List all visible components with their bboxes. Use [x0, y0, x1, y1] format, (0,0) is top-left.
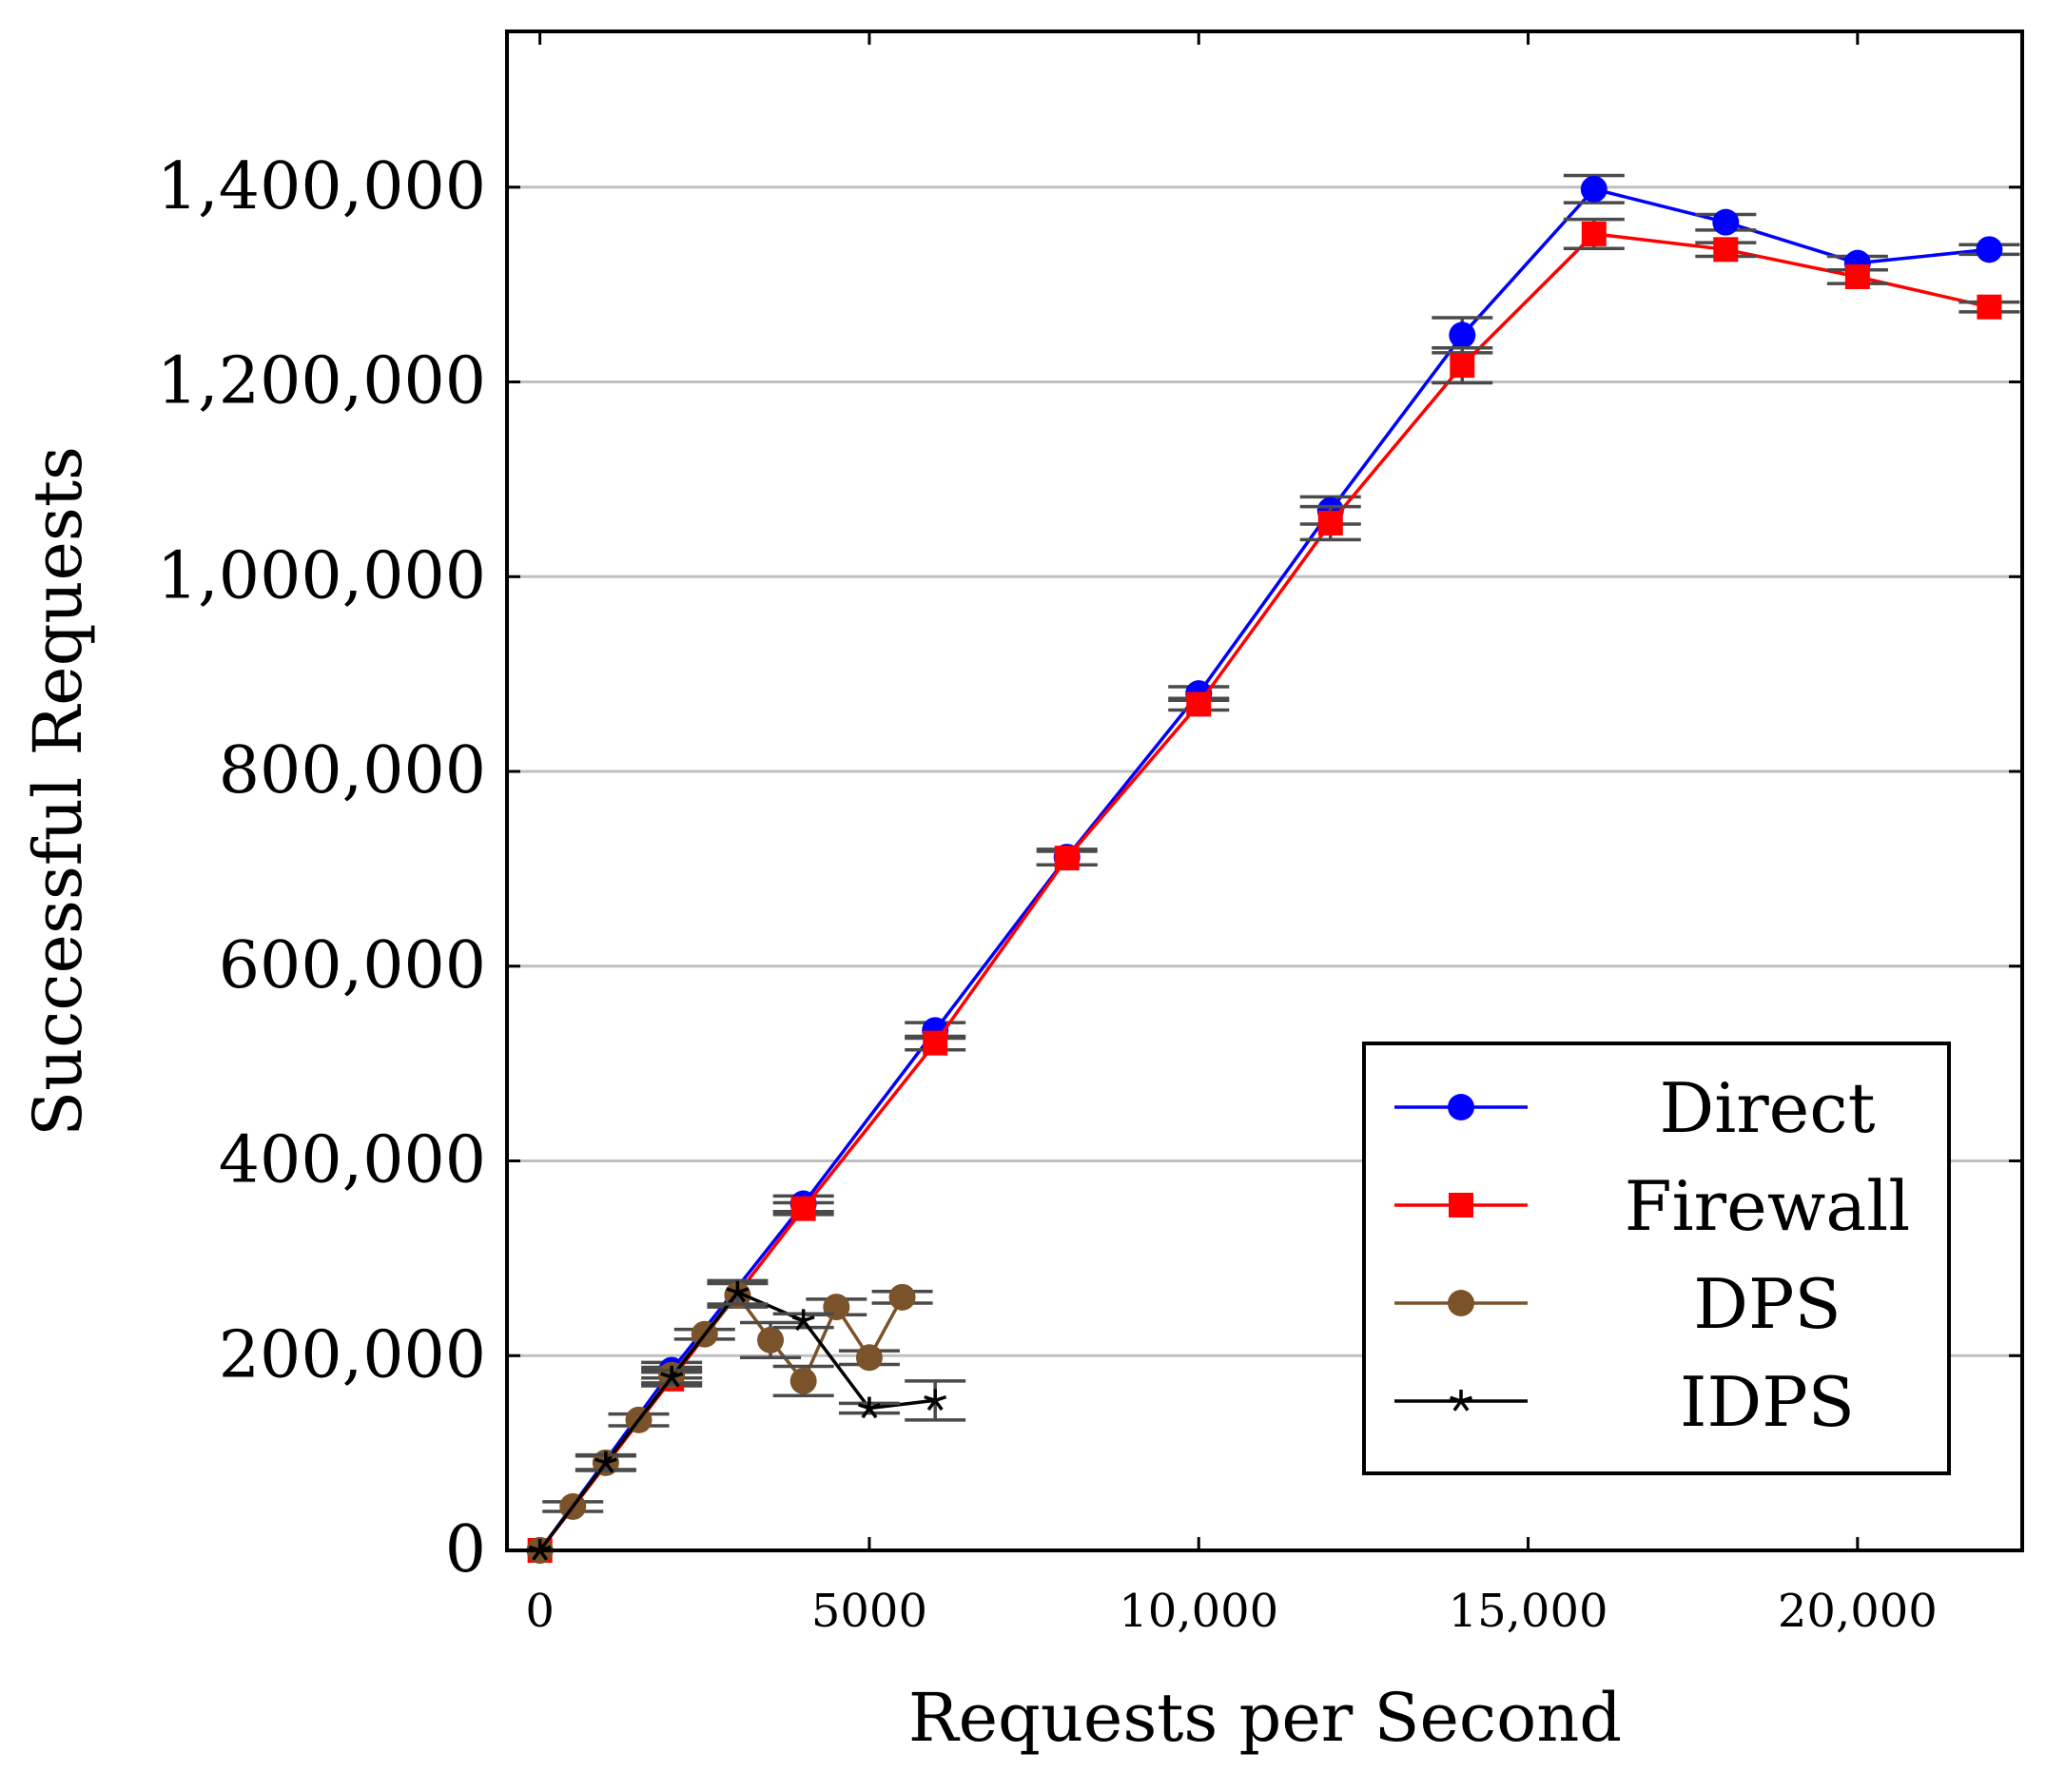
y-tick-label: 800,000 [219, 733, 486, 808]
y-tick-label: 1,400,000 [157, 149, 486, 224]
legend-label-idps: IDPS [1680, 1362, 1855, 1442]
series-group [526, 173, 2020, 1564]
legend-label-dps: DPS [1693, 1264, 1841, 1344]
legend-label-direct: Direct [1659, 1068, 1875, 1148]
y-tick-label: 400,000 [219, 1123, 486, 1198]
data-point-direct [1712, 208, 1740, 236]
legend-circle-marker [1448, 1094, 1474, 1120]
legend-label-firewall: Firewall [1625, 1166, 1911, 1246]
data-point-idps [660, 1365, 684, 1388]
plot-frame [505, 29, 2024, 1552]
series-dps [526, 1281, 933, 1564]
legend-circle-marker [1448, 1290, 1474, 1316]
y-tick-label: 600,000 [219, 928, 486, 1003]
y-tick-label: 200,000 [219, 1317, 486, 1393]
x-tick-label: 20,000 [1778, 1585, 1938, 1638]
data-point-idps [857, 1396, 881, 1419]
y-tick-label: 0 [445, 1512, 486, 1587]
data-point-idps [594, 1451, 617, 1473]
data-point-direct [1976, 236, 2003, 263]
y-tick-label: 1,000,000 [157, 538, 486, 614]
x-tick-labels: 0 5000 10,000 15,000 20,000 [525, 1585, 1937, 1638]
data-point-firewall [1844, 263, 1870, 289]
data-point-firewall [1581, 221, 1607, 246]
x-tick-label: 15,000 [1449, 1585, 1608, 1638]
data-point-dps [855, 1344, 883, 1372]
x-tick-label: 5000 [811, 1585, 927, 1638]
data-point-dps [823, 1294, 850, 1321]
x-tick-label: 0 [525, 1585, 555, 1638]
data-point-firewall [1186, 691, 1212, 717]
legend: Direct Firewall DPS IDPS [1362, 1042, 1951, 1475]
data-point-idps [924, 1389, 947, 1412]
y-axis-title: Successful Requests [19, 446, 97, 1137]
data-point-direct [1449, 321, 1476, 349]
data-point-firewall [923, 1030, 948, 1056]
data-point-firewall [1054, 846, 1080, 871]
legend-star-marker [1450, 1390, 1472, 1412]
data-point-firewall [1450, 353, 1475, 379]
data-point-idps [726, 1280, 750, 1303]
data-point-dps [888, 1283, 916, 1311]
legend-square-marker [1449, 1193, 1473, 1217]
axis-ticks [507, 31, 2022, 1552]
series-line-firewall [538, 232, 1990, 1552]
data-point-dps [757, 1326, 785, 1354]
x-tick-label: 10,000 [1119, 1585, 1278, 1638]
data-point-firewall [1713, 237, 1739, 263]
series-firewall [527, 217, 2020, 1563]
y-tick-label: 1,200,000 [157, 344, 486, 419]
data-point-firewall [1317, 510, 1343, 536]
data-point-firewall [1977, 294, 2002, 320]
x-axis-title: Requests per Second [908, 1679, 1622, 1757]
data-point-idps [791, 1309, 815, 1332]
data-point-firewall [790, 1196, 816, 1221]
data-point-dps [789, 1367, 817, 1394]
grid-lines [507, 185, 2022, 1357]
data-point-direct [1580, 175, 1608, 203]
y-tick-labels: 0 200,000 400,000 600,000 800,000 1,000,000 1,… [157, 149, 486, 1587]
